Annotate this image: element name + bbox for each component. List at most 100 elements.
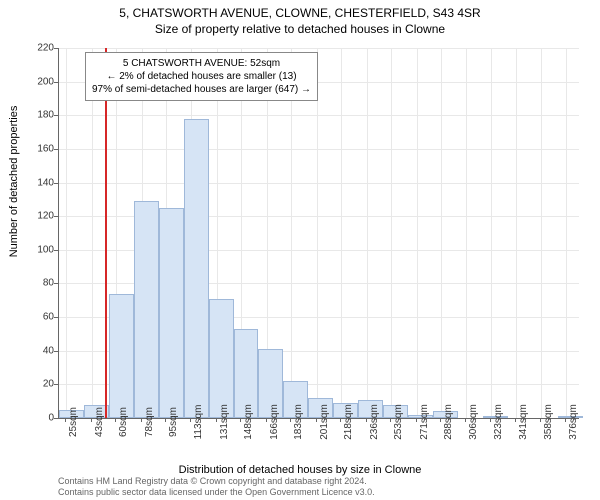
ytick-mark	[54, 250, 58, 251]
gridline-v	[541, 48, 542, 418]
xtick-label: 306sqm	[468, 404, 479, 440]
xtick-label: 323sqm	[493, 404, 504, 440]
gridline-h	[59, 48, 579, 49]
ytick-label: 220	[24, 43, 54, 54]
xtick-label: 131sqm	[219, 404, 230, 440]
xtick-label: 166sqm	[269, 404, 280, 440]
gridline-v	[92, 48, 93, 418]
annotation-line2: ← 2% of detached houses are smaller (13)	[92, 70, 311, 83]
xtick-mark	[540, 418, 541, 422]
chart-title-main: 5, CHATSWORTH AVENUE, CLOWNE, CHESTERFIE…	[0, 0, 600, 20]
ytick-mark	[54, 317, 58, 318]
xtick-mark	[416, 418, 417, 422]
ytick-label: 140	[24, 177, 54, 188]
gridline-v	[417, 48, 418, 418]
gridline-v	[491, 48, 492, 418]
annotation-box: 5 CHATSWORTH AVENUE: 52sqm ← 2% of detac…	[85, 52, 318, 101]
xtick-mark	[515, 418, 516, 422]
xtick-label: 183sqm	[293, 404, 304, 440]
ytick-mark	[54, 216, 58, 217]
xtick-mark	[240, 418, 241, 422]
xtick-label: 95sqm	[168, 407, 179, 437]
gridline-v	[516, 48, 517, 418]
chart-container: 5, CHATSWORTH AVENUE, CLOWNE, CHESTERFIE…	[0, 0, 600, 500]
footer-text: Contains HM Land Registry data © Crown c…	[58, 476, 375, 498]
ytick-label: 200	[24, 76, 54, 87]
ytick-mark	[54, 48, 58, 49]
xtick-mark	[266, 418, 267, 422]
gridline-v	[367, 48, 368, 418]
ytick-mark	[54, 115, 58, 116]
xtick-mark	[490, 418, 491, 422]
footer-line2: Contains public sector data licensed und…	[58, 487, 375, 498]
annotation-line3: 97% of semi-detached houses are larger (…	[92, 83, 311, 96]
xtick-mark	[190, 418, 191, 422]
y-axis-label: Number of detached properties	[8, 106, 20, 258]
xtick-mark	[465, 418, 466, 422]
gridline-v	[317, 48, 318, 418]
gridline-v	[441, 48, 442, 418]
histogram-bar	[159, 208, 184, 418]
xtick-label: 376sqm	[568, 404, 579, 440]
xtick-label: 218sqm	[343, 404, 354, 440]
xtick-mark	[165, 418, 166, 422]
xtick-label: 148sqm	[243, 404, 254, 440]
xtick-mark	[65, 418, 66, 422]
xtick-mark	[316, 418, 317, 422]
xtick-mark	[216, 418, 217, 422]
xtick-mark	[91, 418, 92, 422]
ytick-label: 120	[24, 211, 54, 222]
gridline-v	[466, 48, 467, 418]
xtick-mark	[141, 418, 142, 422]
ytick-label: 180	[24, 110, 54, 121]
xtick-label: 60sqm	[118, 407, 129, 437]
gridline-v	[341, 48, 342, 418]
xtick-mark	[565, 418, 566, 422]
gridline-v	[566, 48, 567, 418]
histogram-bar	[209, 299, 234, 418]
xtick-mark	[390, 418, 391, 422]
xtick-label: 358sqm	[543, 404, 554, 440]
ytick-mark	[54, 283, 58, 284]
gridline-h	[59, 183, 579, 184]
xtick-mark	[115, 418, 116, 422]
annotation-line1: 5 CHATSWORTH AVENUE: 52sqm	[92, 57, 311, 70]
xtick-mark	[340, 418, 341, 422]
histogram-bar	[109, 294, 134, 418]
ytick-label: 160	[24, 143, 54, 154]
xtick-label: 25sqm	[68, 407, 79, 437]
ytick-mark	[54, 418, 58, 419]
ytick-mark	[54, 351, 58, 352]
ytick-label: 80	[24, 278, 54, 289]
x-axis-label: Distribution of detached houses by size …	[0, 464, 600, 476]
xtick-mark	[290, 418, 291, 422]
xtick-label: 341sqm	[518, 404, 529, 440]
gridline-h	[59, 149, 579, 150]
gridline-h	[59, 115, 579, 116]
ytick-label: 100	[24, 244, 54, 255]
xtick-label: 113sqm	[193, 405, 204, 440]
xtick-label: 253sqm	[393, 404, 404, 440]
xtick-label: 236sqm	[369, 404, 380, 440]
xtick-label: 271sqm	[419, 404, 430, 440]
plot-area	[58, 48, 579, 419]
ytick-label: 40	[24, 345, 54, 356]
gridline-v	[391, 48, 392, 418]
ytick-mark	[54, 82, 58, 83]
xtick-label: 78sqm	[144, 407, 155, 437]
ytick-label: 0	[24, 413, 54, 424]
footer-line1: Contains HM Land Registry data © Crown c…	[58, 476, 375, 487]
xtick-mark	[440, 418, 441, 422]
gridline-v	[291, 48, 292, 418]
xtick-label: 288sqm	[443, 404, 454, 440]
ytick-mark	[54, 384, 58, 385]
xtick-label: 201sqm	[319, 404, 330, 440]
ytick-mark	[54, 183, 58, 184]
gridline-v	[66, 48, 67, 418]
xtick-label: 43sqm	[94, 407, 105, 437]
histogram-bar	[134, 201, 159, 418]
reference-line	[105, 48, 107, 418]
histogram-bar	[184, 119, 209, 418]
ytick-label: 20	[24, 379, 54, 390]
xtick-mark	[366, 418, 367, 422]
